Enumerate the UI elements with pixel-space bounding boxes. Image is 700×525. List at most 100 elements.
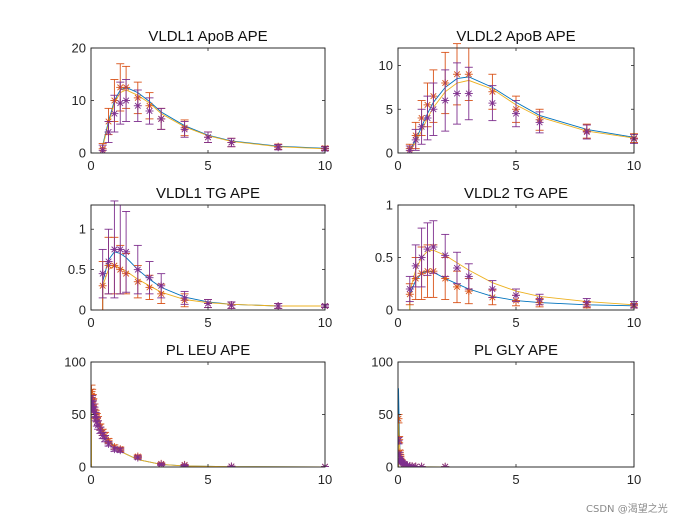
data-point (157, 273, 166, 299)
subplot-4: 0 5 10 0 0.5 1 VLDL2 TG APE (375, 185, 641, 330)
chart-title: VLDL2 TG APE (464, 185, 568, 202)
data-point (133, 453, 142, 462)
x-tick-label: 10 (627, 472, 641, 487)
y-tick-label: 10 (379, 58, 393, 73)
data-point (464, 66, 473, 121)
y-tick-label: 10 (72, 93, 86, 108)
chart-title: VLDL2 ApoB APE (456, 28, 575, 45)
data-point (512, 288, 520, 303)
data-point (274, 301, 283, 310)
data-point (145, 261, 154, 295)
subplot-2: 0 5 10 0 5 10 VLDL2 ApoB APE (379, 28, 642, 173)
x-tick-label: 10 (627, 315, 641, 330)
data-point (180, 121, 189, 138)
data-point (133, 89, 142, 122)
watermark: CSDN @渴望之光 (586, 504, 668, 515)
y-tick-label: 0 (386, 146, 393, 161)
x-tick-label: 5 (204, 315, 211, 330)
data-point (398, 436, 403, 445)
series-errorbar-obs-purple (98, 79, 329, 153)
data-point (227, 462, 236, 467)
y-tick-label: 1 (79, 222, 86, 237)
chart-title: VLDL1 TG APE (156, 185, 260, 202)
series-line-model-blue (409, 76, 635, 153)
chart-title: PL LEU APE (166, 342, 251, 359)
x-tick-label: 0 (394, 158, 401, 173)
plot-area (91, 384, 329, 467)
data-point (429, 82, 438, 136)
plot-area (398, 388, 450, 467)
y-tick-label: 5 (386, 102, 393, 117)
data-point (488, 85, 497, 122)
x-tick-label: 5 (512, 472, 519, 487)
y-tick-label: 0 (386, 303, 393, 318)
y-tick-label: 0.5 (375, 250, 393, 265)
data-point (227, 137, 236, 148)
subplot-1: 0 5 10 0 10 20 VLDL1 ApoB APE (72, 28, 333, 173)
data-point (441, 69, 450, 132)
axes-box (90, 361, 326, 468)
data-point (417, 227, 426, 288)
y-tick-label: 20 (72, 41, 86, 56)
data-point (122, 211, 131, 293)
data-point (512, 100, 520, 128)
x-tick-label: 5 (512, 315, 519, 330)
plot-area (98, 63, 329, 153)
axes-box (397, 361, 635, 468)
data-point (157, 460, 166, 467)
x-tick-label: 5 (204, 472, 211, 487)
data-point (204, 131, 212, 143)
data-point (204, 299, 212, 309)
data-point (411, 128, 420, 151)
data-point (110, 200, 119, 299)
series-line-model-blue (102, 86, 326, 153)
data-point (104, 228, 113, 295)
data-point (116, 81, 125, 125)
data-point (180, 461, 189, 467)
data-point (441, 233, 450, 277)
series-errorbar-obs-purple (405, 220, 638, 309)
subplot-3: 0 5 10 0 0.5 1 VLDL1 TG APE (68, 185, 332, 330)
plot-area (98, 200, 329, 310)
data-point (417, 108, 426, 145)
x-tick-label: 5 (512, 158, 519, 173)
data-point (535, 293, 544, 306)
data-point (104, 121, 113, 143)
y-tick-label: 1 (386, 198, 393, 213)
data-point (110, 94, 119, 133)
data-point (535, 111, 544, 134)
y-tick-label: 0 (386, 460, 393, 475)
data-point (423, 95, 432, 141)
series-errorbar-obs-purple (98, 200, 329, 310)
data-point (398, 414, 403, 424)
x-tick-label: 0 (87, 472, 94, 487)
data-point (582, 124, 591, 140)
data-point (116, 446, 125, 455)
data-point (110, 445, 119, 454)
data-point (464, 263, 473, 290)
series-line-model-yellow (409, 249, 635, 310)
chart-title: VLDL1 ApoB APE (148, 28, 267, 45)
x-tick-label: 10 (318, 158, 332, 173)
x-tick-label: 10 (627, 158, 641, 173)
data-point (582, 298, 591, 308)
y-tick-label: 0.5 (68, 262, 86, 277)
chart-title: PL GLY APE (474, 342, 558, 359)
y-tick-label: 50 (379, 407, 393, 422)
data-point (180, 290, 189, 305)
data-point (101, 434, 110, 443)
x-tick-label: 0 (394, 315, 401, 330)
data-point (227, 301, 236, 310)
data-point (453, 270, 461, 304)
data-point (104, 439, 113, 448)
x-tick-label: 0 (87, 158, 94, 173)
y-tick-label: 100 (371, 355, 393, 370)
data-point (411, 244, 420, 288)
series-errorbar-obs-purple (91, 395, 329, 467)
data-point (398, 450, 404, 459)
data-point (274, 143, 283, 152)
data-point (405, 275, 414, 303)
